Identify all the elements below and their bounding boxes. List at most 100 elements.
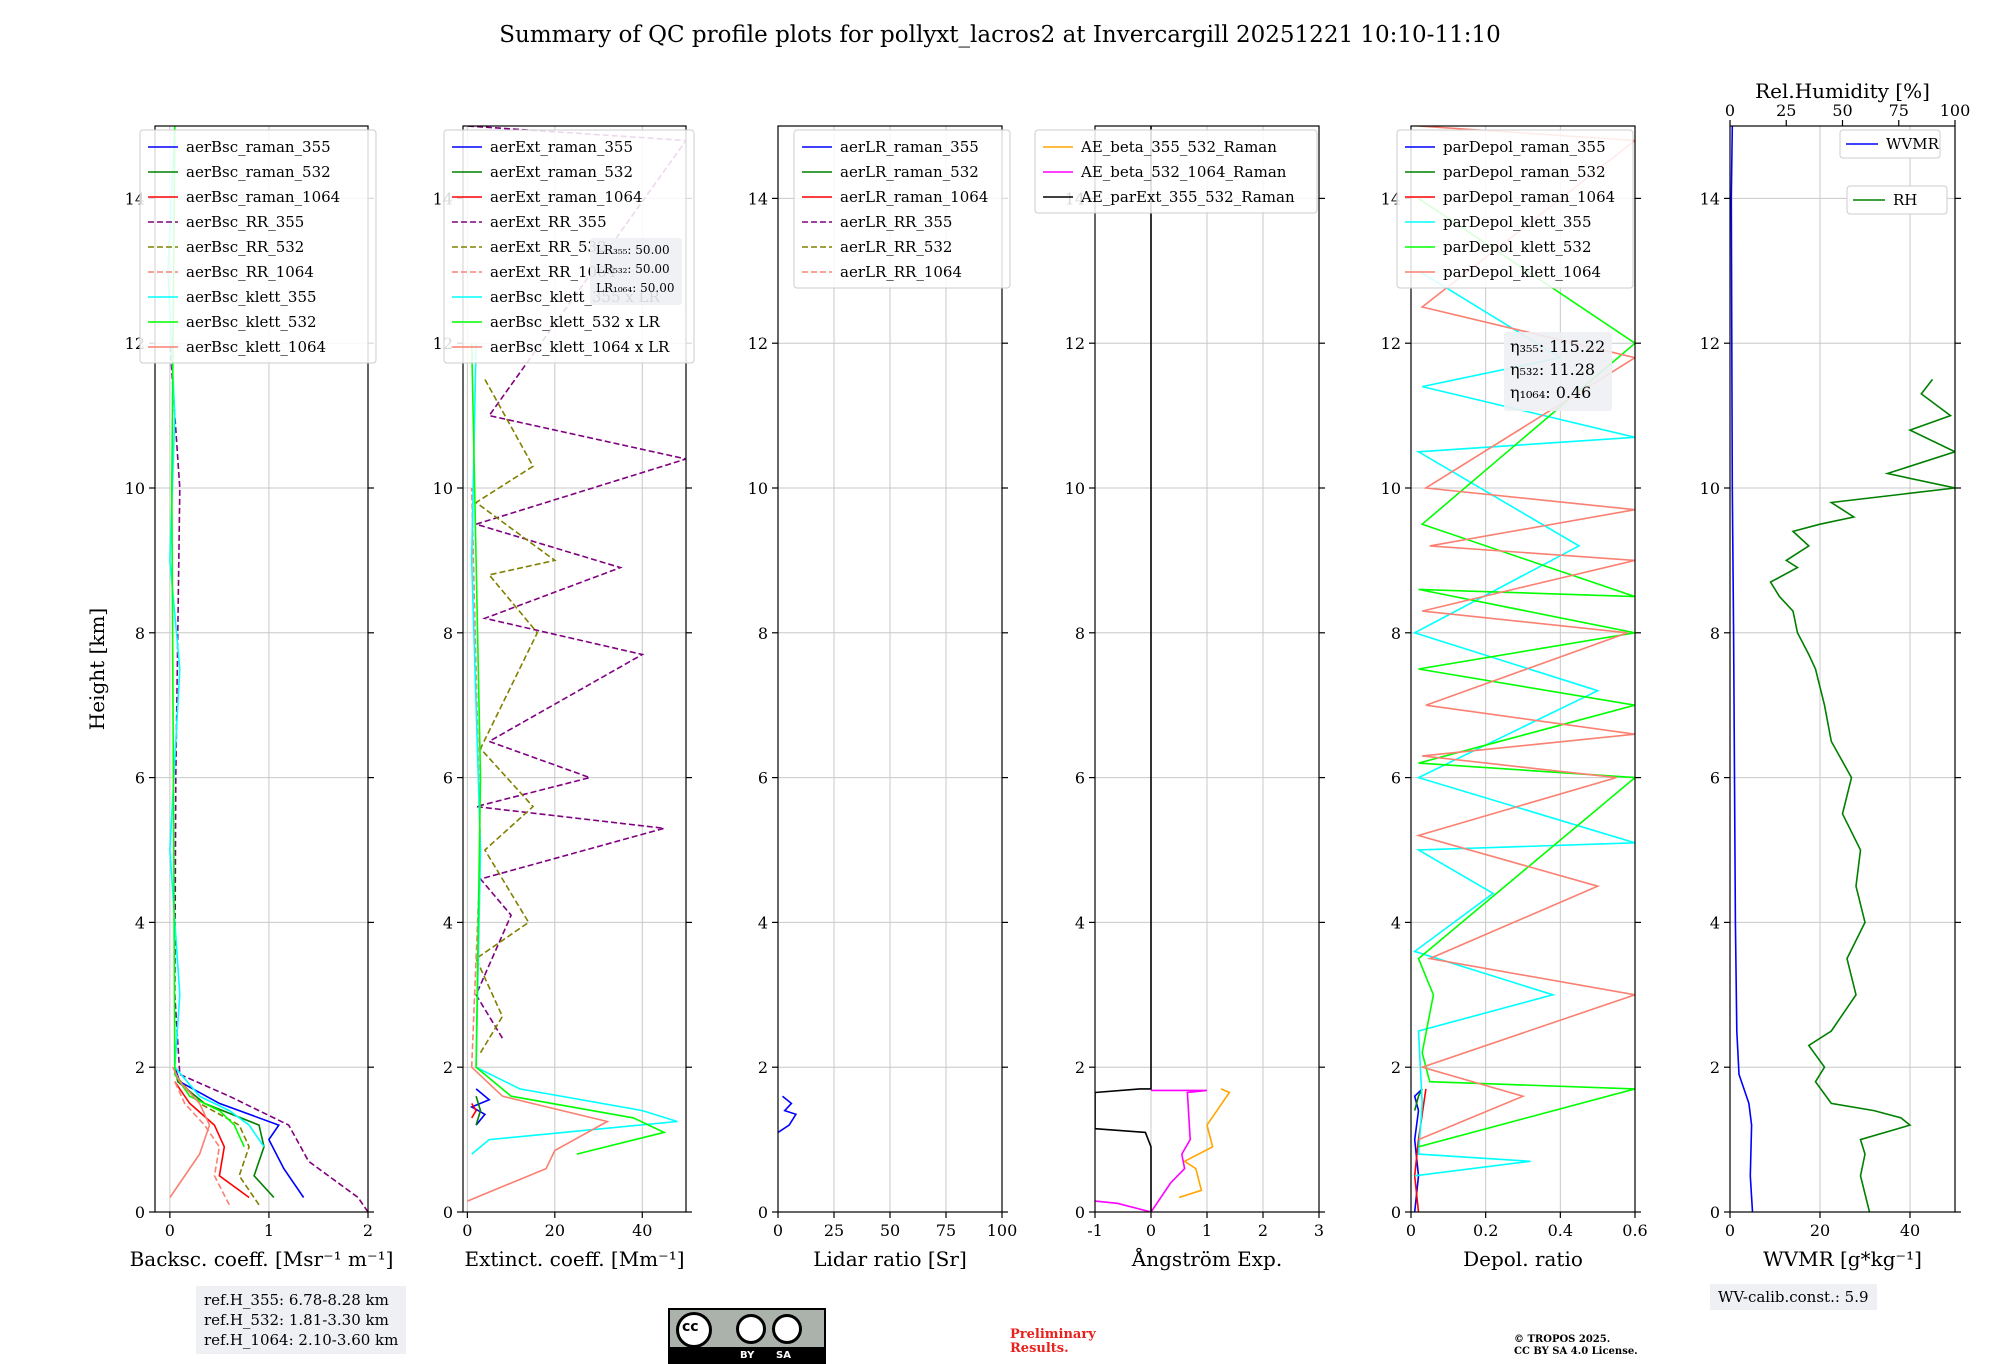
- legend-label: AE_parExt_355_532_Raman: [1080, 188, 1295, 206]
- legend-box: parDepol_raman_355 parDepol_raman_532 parD…: [1396, 129, 1634, 289]
- figure-title: Summary of QC profile plots for pollyxt_…: [499, 22, 1501, 48]
- legend-label: parDepol_raman_532: [1443, 163, 1606, 181]
- y-tick-label: 12: [748, 334, 768, 353]
- y-tick-label: 2: [1710, 1058, 1720, 1077]
- x-tick-label: 20: [1810, 1221, 1830, 1240]
- x-tick-label: 75: [936, 1221, 956, 1240]
- x-axis-label: WVMR [g*kg⁻¹]: [1763, 1247, 1922, 1271]
- legend-box: RH: [1846, 185, 1948, 215]
- legend-label: aerBsc_raman_1064: [186, 188, 340, 206]
- y-tick-label: 12: [1381, 334, 1401, 353]
- panel-lidar_ratio: 0 25 50 75 100 0 2 4 6 8 10 12 14 Lidar ratio [Sr] aer…: [748, 125, 1018, 1271]
- x-tick-label: 40: [1900, 1221, 1920, 1240]
- y-tick-label: 6: [1710, 769, 1720, 788]
- reference-heights-box: ref.H_355: 6.78-8.28 km ref.H_532: 1.81-…: [196, 1286, 407, 1354]
- legend-label: parDepol_raman_355: [1443, 138, 1606, 156]
- legend-label: parDepol_klett_532: [1443, 238, 1592, 256]
- x-axis-label: Depol. ratio: [1463, 1247, 1583, 1271]
- y-tick-label: 0: [1391, 1203, 1401, 1222]
- legend-label: aerExt_raman_355: [490, 138, 633, 156]
- x-tick-label: 2: [363, 1221, 373, 1240]
- y-tick-label: 10: [125, 479, 145, 498]
- y-tick-label: 10: [748, 479, 768, 498]
- annotation-line: η₃₅₅: 115.22: [1510, 337, 1605, 356]
- top-x-axis-label: Rel.Humidity [%]: [1755, 79, 1930, 103]
- legend-label: aerBsc_klett_532: [186, 313, 317, 331]
- x-tick-label: 0.2: [1473, 1221, 1498, 1240]
- x-tick-label: 1: [1202, 1221, 1212, 1240]
- y-tick-label: 8: [443, 624, 453, 643]
- y-tick-label: 6: [135, 769, 145, 788]
- annotation-box: η₃₅₅: 115.22 η₅₃₂: 11.28 η₁₀₆₄: 0.46: [1504, 332, 1612, 411]
- x-tick-label: 0: [773, 1221, 783, 1240]
- x-tick-label: 0: [1146, 1221, 1156, 1240]
- series-line-RH: [1769, 378, 1955, 1212]
- ref-height-1064: ref.H_1064: 2.10-3.60 km: [204, 1331, 399, 1349]
- x-axis-label: Lidar ratio [Sr]: [813, 1247, 967, 1271]
- axes-frame: [462, 125, 687, 1213]
- y-tick-label: 8: [135, 624, 145, 643]
- panel-angstrom: -1012302468101214Ångström Exp.AE_beta_35…: [1034, 125, 1325, 1271]
- legend-label: aerLR_RR_1064: [840, 263, 962, 281]
- x-tick-label: 0: [165, 1221, 175, 1240]
- top-x-tick-label: 75: [1889, 101, 1909, 120]
- top-x-tick-label: 50: [1832, 101, 1852, 120]
- series-line-aerBsc_RR_532: [174, 1073, 260, 1206]
- top-x-tick-label: 0: [1725, 101, 1735, 120]
- legend-label: parDepol_klett_355: [1443, 213, 1592, 231]
- panel-water_vapour: 0 20 40 0 2 4 6 8 10 12 14 WVMR [g*kg⁻¹] 0 25 50 75 100 R…: [1700, 79, 1971, 1271]
- y-tick-label: 4: [1075, 913, 1085, 932]
- y-tick-label: 4: [443, 913, 453, 932]
- axes-frame: [1729, 125, 1956, 1213]
- y-tick-label: 12: [1700, 334, 1720, 353]
- annotation-line: LR₁₀₆₄: 50.00: [596, 281, 674, 295]
- legend-label: aerExt_RR_355: [490, 213, 607, 231]
- y-tick-label: 10: [1381, 479, 1401, 498]
- legend-label: RH: [1893, 191, 1917, 209]
- series-line-aerExt_RR_532: [474, 379, 557, 1054]
- series-line-aerBsc_klett_1064 x LR: [467, 1066, 610, 1202]
- legend-label: aerBsc_RR_355: [186, 213, 304, 231]
- x-tick-label: 0.4: [1548, 1221, 1573, 1240]
- legend-label: WVMR: [1886, 135, 1940, 153]
- series-line-aerBsc_klett_532 x LR: [470, 343, 667, 1155]
- legend-label: aerBsc_raman_532: [186, 163, 331, 181]
- annotation-box: LR₃₅₅: 50.00 LR₅₃₂: 50.00 LR₁₀₆₄: 50.00: [590, 238, 682, 305]
- annotation-line: LR₅₃₂: 50.00: [596, 262, 670, 276]
- y-tick-label: 0: [443, 1203, 453, 1222]
- panel-depol: 0 0.2 0.4 0.6 0 2 4 6 8 10 12 14 Depol. ratio parDepo…: [1381, 125, 1648, 1271]
- y-tick-label: 4: [1391, 913, 1401, 932]
- y-tick-label: 2: [1391, 1058, 1401, 1077]
- series-line-aerExt_raman_355: [469, 1088, 491, 1126]
- cc-logo-text: cc: [682, 1319, 699, 1335]
- legend-box: aerBsc_raman_355 aerBsc_raman_532 aerBsc_r…: [139, 129, 377, 364]
- y-tick-label: 14: [748, 189, 768, 208]
- series-line-AE_beta_355_532_Raman: [1178, 1088, 1231, 1199]
- legend-label: aerBsc_klett_532 x LR: [490, 313, 661, 331]
- series-line-aerExt_raman_1064: [471, 1102, 478, 1119]
- x-axis-label: Ångström Exp.: [1131, 1246, 1282, 1271]
- y-tick-label: 0: [758, 1203, 768, 1222]
- legend-box: AE_beta_355_532_Raman AE_beta_532_1064_Ra…: [1034, 129, 1318, 214]
- y-tick-label: 6: [1075, 769, 1085, 788]
- legend-label: aerLR_raman_532: [840, 163, 979, 181]
- cc-by-label: BY: [740, 1350, 755, 1361]
- ref-height-532: ref.H_532: 1.81-3.30 km: [204, 1311, 389, 1329]
- x-tick-label: 20: [545, 1221, 565, 1240]
- legend-box: aerLR_raman_355 aerLR_raman_532 aerLR_rama…: [793, 129, 1011, 289]
- top-x-tick-label: 25: [1776, 101, 1796, 120]
- legend-label: aerBsc_klett_1064 x LR: [490, 338, 670, 356]
- legend-label: aerLR_raman_355: [840, 138, 979, 156]
- x-tick-label: 2: [1258, 1221, 1268, 1240]
- x-tick-label: -1: [1087, 1221, 1103, 1240]
- cc-sa-label: SA: [776, 1350, 791, 1361]
- annotation-line: LR₃₅₅: 50.00: [596, 243, 670, 257]
- series-line-aerBsc_RR_355: [169, 343, 368, 1212]
- legend-label: aerExt_raman_1064: [490, 188, 643, 206]
- legend-label: aerExt_RR_1064: [490, 263, 616, 281]
- series-line-aerLR_raman_355: [778, 1095, 798, 1134]
- x-tick-label: 100: [987, 1221, 1018, 1240]
- y-tick-label: 8: [1075, 624, 1085, 643]
